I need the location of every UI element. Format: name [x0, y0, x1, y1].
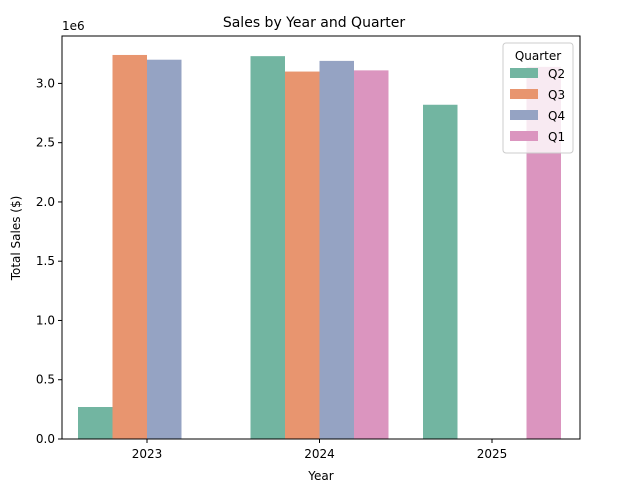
legend: Quarter Q2 Q3 Q4 Q1	[502, 42, 574, 154]
y-tick-label: 2.5	[36, 136, 55, 150]
legend-label-q1: Q1	[548, 130, 565, 144]
legend-label-q4: Q4	[548, 109, 565, 123]
x-tick-label: 2023	[132, 447, 163, 461]
legend-swatch-q3	[510, 89, 538, 99]
bar-q4-2024	[319, 60, 354, 439]
bars-group	[78, 54, 561, 440]
legend-title: Quarter	[515, 49, 561, 63]
x-axis: 2023 2024 2025	[132, 439, 508, 461]
bar-q2-2024	[250, 56, 285, 440]
legend-label-q3: Q3	[548, 88, 565, 102]
chart-title: Sales by Year and Quarter	[223, 15, 406, 31]
bar-q1-2024	[354, 70, 389, 440]
y-tick-label: 1.5	[36, 254, 55, 268]
bar-q2-2025	[423, 104, 458, 439]
bar-q3-2023	[112, 54, 147, 440]
legend-swatch-q4	[510, 110, 538, 120]
y-tick-label: 0.0	[36, 432, 55, 446]
y-axis-label: Total Sales ($)	[9, 196, 23, 282]
legend-label-q2: Q2	[548, 67, 565, 81]
legend-swatch-q2	[510, 68, 538, 78]
y-tick-label: 1.0	[36, 313, 55, 327]
x-tick-label: 2025	[477, 447, 508, 461]
x-axis-label: Year	[307, 469, 333, 481]
bar-q3-2024	[285, 71, 320, 439]
bar-q2-2023	[78, 407, 113, 439]
plot-frame	[61, 35, 581, 440]
x-tick-label: 2024	[304, 447, 335, 461]
legend-swatch-q1	[510, 131, 538, 141]
y-tick-label: 3.0	[36, 76, 55, 90]
bar-q4-2023	[147, 59, 182, 440]
y-axis: 0.0 0.5 1.0 1.5 2.0 2.5 3.0	[36, 76, 62, 446]
y-offset-text: 1e6	[62, 19, 85, 33]
y-tick-label: 2.0	[36, 195, 55, 209]
y-tick-label: 0.5	[36, 373, 55, 387]
